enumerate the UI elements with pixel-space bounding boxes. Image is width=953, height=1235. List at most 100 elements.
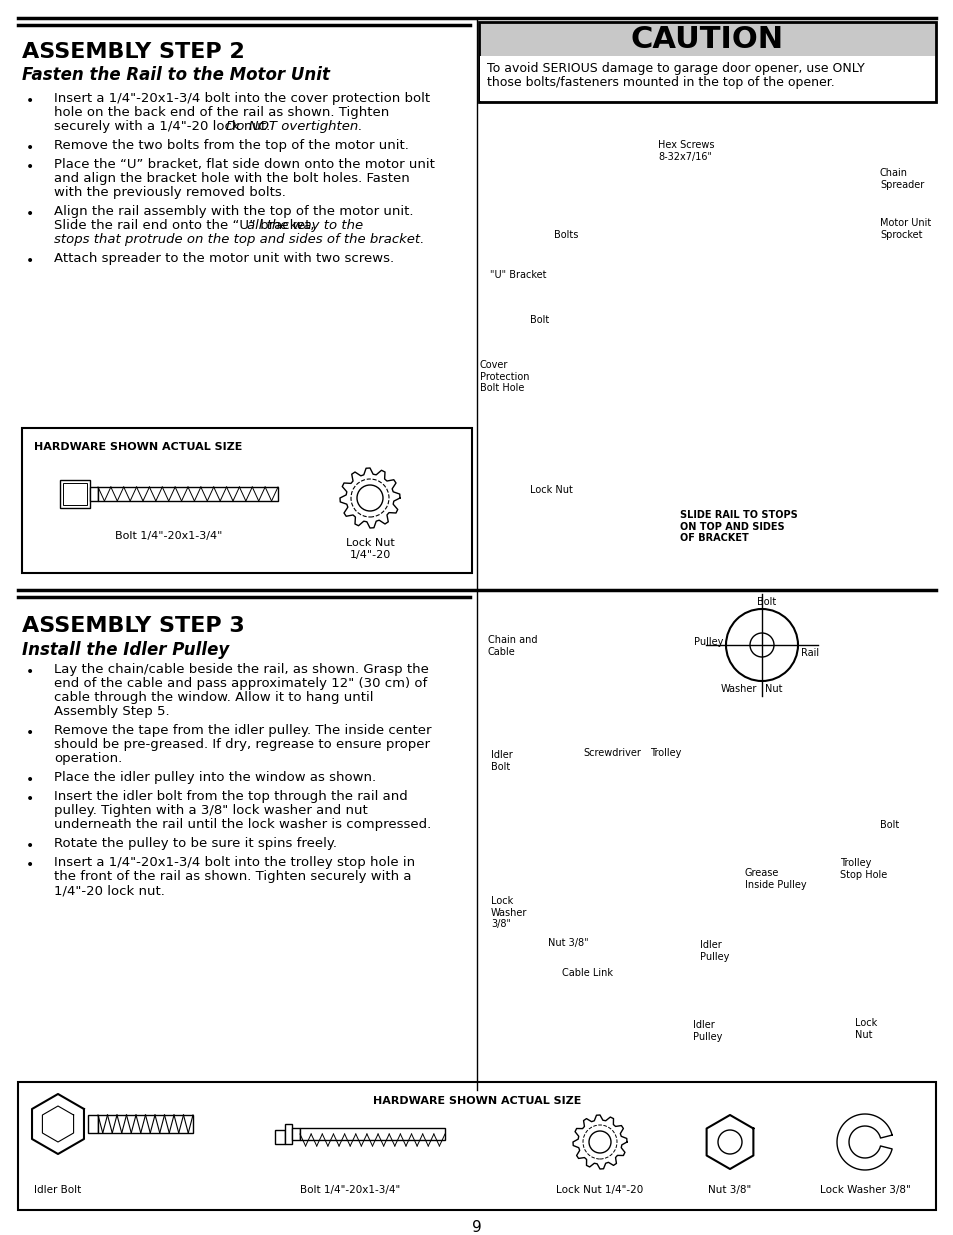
Text: Washer: Washer (720, 684, 757, 694)
Bar (292, 1128, 299, 1140)
Polygon shape (339, 468, 399, 529)
Text: Slide the rail end onto the “U” bracket,: Slide the rail end onto the “U” bracket, (54, 219, 318, 232)
Text: •: • (26, 254, 34, 268)
Text: Motor Unit
Sprocket: Motor Unit Sprocket (879, 219, 930, 240)
Text: Insert a 1/4"-20x1-3/4 bolt into the cover protection bolt: Insert a 1/4"-20x1-3/4 bolt into the cov… (54, 91, 430, 105)
Text: •: • (26, 161, 34, 174)
Text: Idler
Pulley: Idler Pulley (700, 940, 729, 962)
Text: Rotate the pulley to be sure it spins freely.: Rotate the pulley to be sure it spins fr… (54, 837, 336, 850)
Bar (60, 480, 90, 508)
Text: Trolley: Trolley (649, 748, 680, 758)
Text: end of the cable and pass approximately 12" (30 cm) of: end of the cable and pass approximately … (54, 677, 427, 690)
Text: and align the bracket hole with the bolt holes. Fasten: and align the bracket hole with the bolt… (54, 172, 410, 185)
Text: Lock
Nut: Lock Nut (854, 1018, 877, 1040)
Text: Lay the chain/cable beside the rail, as shown. Grasp the: Lay the chain/cable beside the rail, as … (54, 663, 429, 676)
Text: ASSEMBLY STEP 2: ASSEMBLY STEP 2 (22, 42, 245, 62)
Text: Bolt: Bolt (757, 597, 776, 606)
Text: HARDWARE SHOWN ACTUAL SIZE: HARDWARE SHOWN ACTUAL SIZE (373, 1095, 580, 1107)
Text: •: • (26, 94, 34, 107)
Text: Lock Nut 1/4"-20: Lock Nut 1/4"-20 (556, 1186, 643, 1195)
Text: Cable Link: Cable Link (561, 968, 613, 978)
Text: underneath the rail until the lock washer is compressed.: underneath the rail until the lock washe… (54, 818, 431, 831)
Text: those bolts/fasteners mounted in the top of the opener.: those bolts/fasteners mounted in the top… (486, 77, 834, 89)
Bar (478, 22, 935, 103)
Polygon shape (573, 1115, 626, 1170)
Text: Hex Screws
8-32x7/16": Hex Screws 8-32x7/16" (658, 140, 714, 162)
Text: Do NOT overtighten.: Do NOT overtighten. (226, 120, 362, 133)
Circle shape (588, 1131, 610, 1153)
Text: Chain and
Cable: Chain and Cable (488, 635, 537, 657)
Text: Chain
Spreader: Chain Spreader (879, 168, 923, 190)
Text: Assembly Step 5.: Assembly Step 5. (54, 705, 170, 718)
Bar (63, 483, 87, 505)
Text: Nut 3/8": Nut 3/8" (547, 939, 588, 948)
Circle shape (718, 1130, 741, 1153)
Text: stops that protrude on the top and sides of the bracket.: stops that protrude on the top and sides… (54, 233, 424, 246)
Text: •: • (26, 839, 34, 853)
Text: with the previously removed bolts.: with the previously removed bolts. (54, 186, 286, 199)
Text: Grease
Inside Pulley: Grease Inside Pulley (744, 868, 806, 889)
Text: Align the rail assembly with the top of the motor unit.: Align the rail assembly with the top of … (54, 205, 413, 219)
Text: should be pre-greased. If dry, regrease to ensure proper: should be pre-greased. If dry, regrease … (54, 739, 430, 751)
Text: Place the “U” bracket, flat side down onto the motor unit: Place the “U” bracket, flat side down on… (54, 158, 435, 170)
Text: HARDWARE SHOWN ACTUAL SIZE: HARDWARE SHOWN ACTUAL SIZE (34, 442, 242, 452)
Text: Insert the idler bolt from the top through the rail and: Insert the idler bolt from the top throu… (54, 790, 407, 803)
Bar (98, 1115, 193, 1132)
Text: Lock Nut
1/4"-20: Lock Nut 1/4"-20 (345, 538, 394, 559)
Bar (274, 1130, 285, 1144)
Text: Bolt: Bolt (530, 315, 549, 325)
Text: cable through the window. Allow it to hang until: cable through the window. Allow it to ha… (54, 692, 374, 704)
Text: •: • (26, 858, 34, 872)
Text: •: • (26, 773, 34, 787)
Text: CAUTION: CAUTION (630, 25, 783, 53)
Text: securely with a 1/4"-20 lock nut.: securely with a 1/4"-20 lock nut. (54, 120, 274, 133)
Text: Install the Idler Pulley: Install the Idler Pulley (22, 641, 229, 659)
Text: •: • (26, 664, 34, 679)
Bar (285, 1124, 292, 1144)
Text: To avoid SERIOUS damage to garage door opener, use ONLY: To avoid SERIOUS damage to garage door o… (486, 62, 863, 75)
Text: 9: 9 (472, 1220, 481, 1235)
Text: •: • (26, 792, 34, 806)
Bar (98, 487, 277, 501)
Bar (90, 487, 98, 501)
Text: Remove the two bolts from the top of the motor unit.: Remove the two bolts from the top of the… (54, 140, 409, 152)
Text: pulley. Tighten with a 3/8" lock washer and nut: pulley. Tighten with a 3/8" lock washer … (54, 804, 367, 818)
Text: Lock Nut: Lock Nut (530, 485, 572, 495)
Text: the front of the rail as shown. Tighten securely with a: the front of the rail as shown. Tighten … (54, 869, 411, 883)
Text: Nut 3/8": Nut 3/8" (708, 1186, 751, 1195)
Text: Idler
Bolt: Idler Bolt (491, 750, 512, 772)
Text: hole on the back end of the rail as shown. Tighten: hole on the back end of the rail as show… (54, 106, 389, 119)
Text: Fasten the Rail to the Motor Unit: Fasten the Rail to the Motor Unit (22, 65, 330, 84)
Text: ASSEMBLY STEP 3: ASSEMBLY STEP 3 (22, 616, 245, 636)
Text: •: • (26, 141, 34, 156)
Bar (479, 56, 934, 101)
Text: 1/4"-20 lock nut.: 1/4"-20 lock nut. (54, 884, 165, 897)
Text: Idler Bolt: Idler Bolt (34, 1186, 82, 1195)
Text: "U" Bracket: "U" Bracket (490, 270, 546, 280)
Text: Lock Washer 3/8": Lock Washer 3/8" (819, 1186, 909, 1195)
Text: Bolts: Bolts (554, 230, 578, 240)
Bar (22, 429, 472, 573)
Text: Screwdriver: Screwdriver (582, 748, 640, 758)
Text: Bolt 1/4"-20x1-3/4": Bolt 1/4"-20x1-3/4" (299, 1186, 399, 1195)
Bar (18, 1082, 935, 1210)
Text: Insert a 1/4"-20x1-3/4 bolt into the trolley stop hole in: Insert a 1/4"-20x1-3/4 bolt into the tro… (54, 856, 415, 869)
Text: Bolt: Bolt (879, 820, 899, 830)
Text: Trolley
Stop Hole: Trolley Stop Hole (840, 858, 886, 879)
Text: operation.: operation. (54, 752, 122, 764)
Text: •: • (26, 207, 34, 221)
Polygon shape (32, 1094, 84, 1153)
Text: all the way to the: all the way to the (247, 219, 363, 232)
Text: Pulley: Pulley (693, 637, 722, 647)
Text: Rail: Rail (801, 648, 819, 658)
Text: Remove the tape from the idler pulley. The inside center: Remove the tape from the idler pulley. T… (54, 724, 431, 737)
Bar (88, 1115, 98, 1132)
Text: Nut: Nut (764, 684, 781, 694)
Bar (299, 1128, 444, 1140)
Text: •: • (26, 726, 34, 740)
Text: Place the idler pulley into the window as shown.: Place the idler pulley into the window a… (54, 771, 375, 784)
Text: Lock
Washer
3/8": Lock Washer 3/8" (491, 897, 527, 929)
Text: SLIDE RAIL TO STOPS
ON TOP AND SIDES
OF BRACKET: SLIDE RAIL TO STOPS ON TOP AND SIDES OF … (679, 510, 797, 543)
Text: Idler
Pulley: Idler Pulley (692, 1020, 721, 1041)
Text: Cover
Protection
Bolt Hole: Cover Protection Bolt Hole (479, 359, 529, 393)
